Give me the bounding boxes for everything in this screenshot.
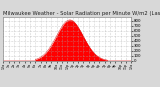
Text: Milwaukee Weather - Solar Radiation per Minute W/m2 (Last 24 Hours): Milwaukee Weather - Solar Radiation per … xyxy=(3,11,160,16)
